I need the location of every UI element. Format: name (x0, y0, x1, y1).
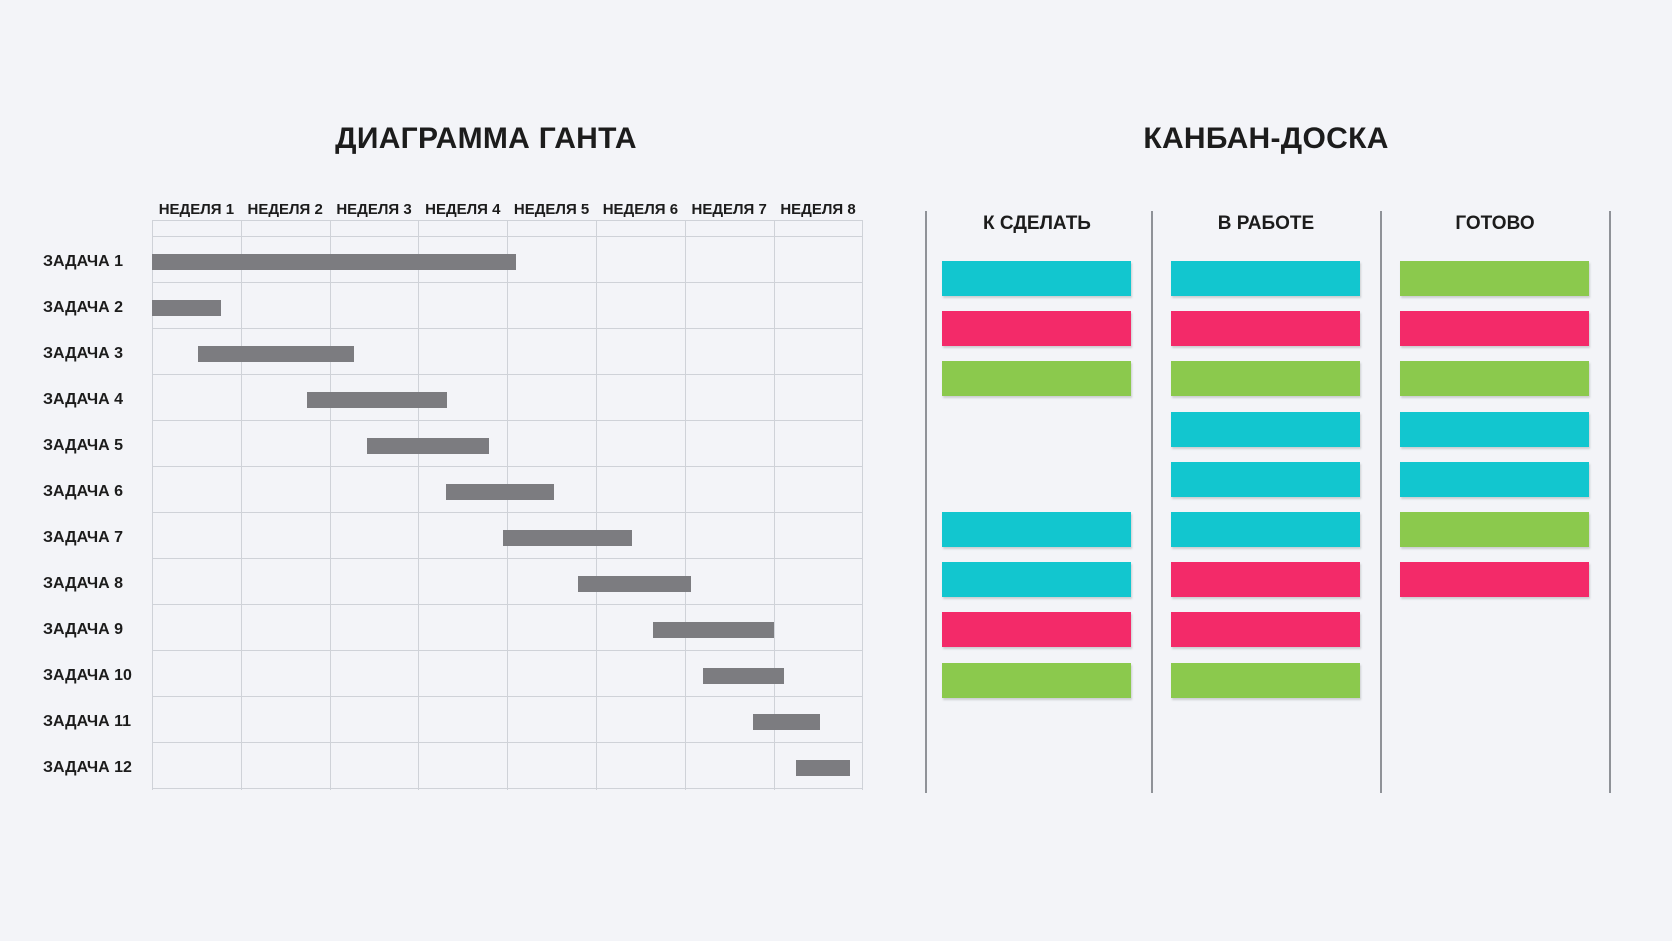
kanban-divider (1609, 211, 1611, 793)
kanban-card[interactable] (1400, 461, 1589, 497)
gantt-bar (795, 760, 850, 776)
gantt-grid-line (152, 696, 863, 697)
gantt-grid-line (152, 420, 863, 421)
kanban-card[interactable] (1171, 411, 1360, 447)
gantt-grid-line (152, 328, 863, 329)
task-label: ЗАДАЧА 6 (43, 483, 124, 500)
task-label: ЗАДАЧА 2 (43, 299, 124, 316)
gantt-bar (366, 438, 490, 454)
kanban-card[interactable] (1171, 261, 1360, 296)
task-label: ЗАДАЧА 8 (43, 575, 124, 592)
gantt-grid-line (418, 220, 420, 790)
kanban-card[interactable] (942, 261, 1131, 296)
week-label: НЕДЕЛЯ 3 (336, 201, 412, 218)
task-label: ЗАДАЧА 11 (43, 713, 132, 730)
gantt-grid-line (152, 742, 863, 743)
gantt-grid-line (152, 650, 863, 651)
kanban-card[interactable] (1400, 261, 1589, 296)
gantt-bar (152, 254, 517, 270)
gantt-bar (578, 576, 691, 592)
gantt-grid-line (329, 220, 331, 790)
task-label: ЗАДАЧА 1 (43, 253, 124, 270)
gantt-grid-line (240, 220, 242, 790)
task-label: ЗАДАЧА 4 (43, 391, 124, 408)
kanban-card[interactable] (942, 562, 1131, 598)
kanban-card[interactable] (1400, 361, 1589, 397)
kanban-card[interactable] (1400, 562, 1589, 598)
kanban-card[interactable] (1171, 311, 1360, 347)
week-label: НЕДЕЛЯ 8 (780, 201, 856, 218)
week-label: НЕДЕЛЯ 5 (513, 201, 590, 218)
kanban-card[interactable] (1171, 512, 1360, 547)
gantt-grid-line (152, 374, 863, 375)
gantt-grid-line (596, 220, 597, 790)
task-label: ЗАДАЧА 7 (43, 529, 124, 546)
kanban-divider (925, 211, 927, 793)
kanban-card[interactable] (1171, 361, 1360, 397)
week-label: НЕДЕЛЯ 1 (158, 201, 235, 218)
gantt-grid-line (152, 236, 863, 237)
task-label: ЗАДАЧА 10 (43, 667, 132, 684)
gantt-bar (502, 530, 633, 546)
kanban-column-title: В РАБОТЕ (1217, 213, 1315, 234)
gantt-grid-line (507, 220, 509, 790)
gantt-grid-line (152, 512, 863, 513)
gantt-grid-line (152, 220, 153, 790)
gantt-title: ДИАГРАММА ГАНТА (335, 122, 637, 155)
gantt-grid-line (152, 220, 863, 221)
gantt-bar (152, 300, 222, 316)
week-label: НЕДЕЛЯ 6 (602, 201, 679, 218)
task-label: ЗАДАЧА 5 (43, 437, 124, 454)
gantt-grid-line (773, 220, 775, 790)
task-label: ЗАДАЧА 9 (43, 621, 124, 638)
kanban-column-title: ГОТОВО (1455, 213, 1535, 234)
kanban-card[interactable] (942, 361, 1131, 397)
gantt-grid-line (152, 604, 863, 605)
week-label: НЕДЕЛЯ 2 (247, 201, 323, 218)
gantt-grid-line (152, 466, 863, 467)
week-label: НЕДЕЛЯ 4 (425, 201, 501, 218)
gantt-bar (702, 668, 785, 684)
kanban-card[interactable] (1400, 311, 1589, 347)
week-label: НЕДЕЛЯ 7 (691, 201, 767, 218)
task-label: ЗАДАЧА 12 (43, 759, 132, 776)
gantt-bar (753, 714, 820, 730)
gantt-grid-line (152, 558, 863, 559)
kanban-card[interactable] (1171, 562, 1360, 598)
gantt-grid-line (152, 282, 863, 283)
gantt-bar (198, 346, 354, 362)
gantt-grid-line (684, 220, 686, 790)
kanban-card[interactable] (942, 512, 1131, 547)
kanban-card[interactable] (1171, 662, 1360, 698)
kanban-card[interactable] (1400, 512, 1589, 547)
gantt-bar (652, 622, 774, 638)
kanban-card[interactable] (1171, 612, 1360, 648)
kanban-column-title: К СДЕЛАТЬ (983, 213, 1091, 234)
kanban-card[interactable] (1400, 411, 1589, 447)
gantt-bar (307, 392, 447, 408)
gantt-bar (445, 484, 555, 500)
gantt-grid-line (862, 220, 864, 790)
kanban-card[interactable] (942, 311, 1131, 347)
kanban-divider (1380, 211, 1382, 793)
kanban-title: КАНБАН-ДОСКА (1143, 122, 1389, 155)
kanban-card[interactable] (1171, 461, 1360, 497)
kanban-divider (1151, 211, 1153, 793)
task-label: ЗАДАЧА 3 (43, 345, 124, 362)
kanban-card[interactable] (942, 662, 1131, 698)
gantt-grid-line (152, 788, 863, 789)
kanban-card[interactable] (942, 612, 1131, 648)
